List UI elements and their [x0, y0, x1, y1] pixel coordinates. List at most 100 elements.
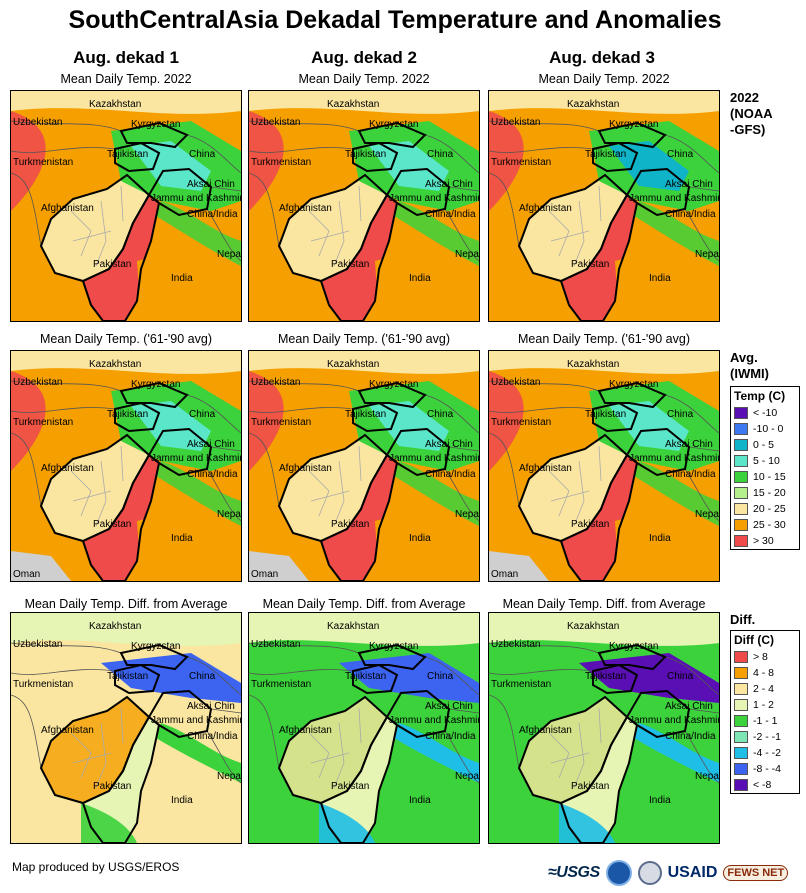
panel-subtitle: Mean Daily Temp. Diff. from Average	[24, 597, 228, 611]
kashmir-outline	[625, 167, 691, 217]
map-label-kazakhstan: Kazakhstan	[327, 621, 379, 632]
pakistan-outline	[319, 715, 399, 843]
map-label-pakistan: Pakistan	[571, 259, 609, 270]
region-high-peaks	[131, 401, 211, 451]
page-title: SouthCentralAsia Dekadal Temperature and…	[68, 6, 722, 34]
map-canvas: Kazakhstan Uzbekistan Kyrgyzstan Tajikistan…	[11, 613, 241, 843]
map-label-afghanistan: Afghanistan	[279, 203, 332, 214]
legend-temp-item: -10 - 0	[731, 421, 799, 437]
legend-label: -8 - -4	[753, 763, 782, 775]
legend-swatch	[734, 455, 748, 467]
map-label-kyrgyzstan: Kyrgyzstan	[369, 379, 418, 390]
map-label-kyrgyzstan: Kyrgyzstan	[131, 641, 180, 652]
region-north-band	[489, 613, 719, 646]
map-label-jammu-kashmir: Jammu and Kashmir	[629, 193, 719, 204]
legend-temp-item: 0 - 5	[731, 437, 799, 453]
pakistan-outline	[81, 193, 161, 321]
pakistan-outline	[81, 453, 161, 581]
country-borders	[11, 120, 241, 262]
map-label-jammu-kashmir: Jammu and Kashmir	[389, 453, 479, 464]
map-label-oman: Oman	[251, 569, 278, 580]
map-label-kyrgyzstan: Kyrgyzstan	[131, 379, 180, 390]
map-label-tajikistan: Tajikistan	[345, 149, 386, 160]
map-label-kazakhstan: Kazakhstan	[567, 99, 619, 110]
panel-subtitle: Mean Daily Temp. 2022	[538, 72, 670, 86]
country-borders	[489, 120, 719, 262]
map-label-pakistan: Pakistan	[571, 519, 609, 530]
map-label-nepal: Nepal	[455, 771, 479, 782]
map-label-china: China	[427, 409, 454, 420]
kyrgyzstan-outline	[357, 381, 427, 409]
kashmir-outline	[385, 427, 451, 477]
map-label-uzbekistan: Uzbekistan	[13, 639, 62, 650]
legend-temp-item: 25 - 30	[731, 517, 799, 533]
map-label-aksai-chin: Aksai Chin	[425, 179, 473, 190]
map-label-jammu-kashmir: Jammu and Kashmir	[151, 193, 241, 204]
region-north-band	[489, 91, 719, 114]
region-himalaya-belt	[156, 461, 241, 526]
region-high-peaks	[609, 141, 689, 191]
pakistan-outline	[559, 715, 639, 843]
country-borders	[489, 642, 719, 784]
map-label-kyrgyzstan: Kyrgyzstan	[609, 379, 658, 390]
legend-label: > 8	[753, 651, 768, 663]
map-label-kazakhstan: Kazakhstan	[327, 359, 379, 370]
map-label-china-india: China/India	[425, 469, 476, 480]
legend-label: > 30	[753, 535, 774, 547]
legend-temp-item: 10 - 15	[731, 469, 799, 485]
map-label-jammu-kashmir: Jammu and Kashmir	[151, 453, 241, 464]
region-himalaya-belt	[156, 201, 241, 266]
map-label-aksai-chin: Aksai Chin	[425, 701, 473, 712]
legend-temp-item: 20 - 25	[731, 501, 799, 517]
map-label-india: India	[409, 533, 431, 544]
legend-temp-item: 5 - 10	[731, 453, 799, 469]
map-label-aksai-chin: Aksai Chin	[187, 701, 235, 712]
legend-swatch	[734, 535, 748, 547]
map-label-tajikistan: Tajikistan	[345, 671, 386, 682]
legend-diff-item: 1 - 2	[731, 697, 799, 713]
panel-subtitle: Mean Daily Temp. ('61-'90 avg)	[278, 332, 450, 346]
province-lines	[548, 185, 602, 267]
map-label-uzbekistan: Uzbekistan	[251, 377, 300, 388]
temperature-legend-title: Temp (C)	[734, 389, 786, 403]
region-india-plain	[615, 517, 719, 581]
legend-swatch	[734, 651, 748, 663]
map-label-india: India	[649, 533, 671, 544]
legend-swatch	[734, 683, 748, 695]
map-label-aksai-chin: Aksai Chin	[425, 439, 473, 450]
panel-subtitle: Mean Daily Temp. 2022	[60, 72, 192, 86]
map-canvas: Kazakhstan Uzbekistan Kyrgyzstan Tajikistan…	[11, 91, 241, 321]
kashmir-outline	[385, 689, 451, 739]
map-label-kazakhstan: Kazakhstan	[89, 99, 141, 110]
map-label-afghanistan: Afghanistan	[41, 725, 94, 736]
kyrgyzstan-outline	[119, 643, 189, 671]
kashmir-outline	[147, 167, 213, 217]
region-high-peaks	[131, 141, 211, 191]
region-north-band	[489, 351, 719, 374]
map-panel-cur-dekad-3: Kazakhstan Uzbekistan Kyrgyzstan Tajikistan…	[488, 90, 720, 322]
map-label-india: India	[171, 533, 193, 544]
map-panel-cur-dekad-2: Kazakhstan Uzbekistan Kyrgyzstan Tajikistan…	[248, 90, 480, 322]
logo-bar: ≈USGS USAID FEWS NET	[548, 855, 789, 891]
legend-swatch	[734, 747, 748, 759]
region-north-band	[249, 613, 479, 646]
country-borders	[11, 380, 241, 522]
province-lines	[308, 445, 362, 527]
region-pakistan-hot	[83, 455, 159, 581]
column-heading-dekad-2: Aug. dekad 2	[311, 48, 417, 67]
map-label-afghanistan: Afghanistan	[41, 203, 94, 214]
panel-subtitle: Mean Daily Temp. Diff. from Average	[502, 597, 706, 611]
legend-label: < -8	[753, 779, 772, 791]
legend-swatch	[734, 439, 748, 451]
legend-diff-item: < -8	[731, 777, 799, 793]
panel-subtitle: Mean Daily Temp. ('61-'90 avg)	[518, 332, 690, 346]
map-label-pakistan: Pakistan	[331, 781, 369, 792]
row-label-diff-text: Diff.	[730, 612, 756, 627]
legend-swatch	[734, 731, 748, 743]
region-oman-sea	[11, 551, 71, 581]
kashmir-outline	[625, 427, 691, 477]
usaid-seal-icon	[637, 861, 662, 885]
map-label-kyrgyzstan: Kyrgyzstan	[609, 641, 658, 652]
map-label-tajikistan: Tajikistan	[345, 409, 386, 420]
region-pakistan-hot	[321, 455, 397, 581]
